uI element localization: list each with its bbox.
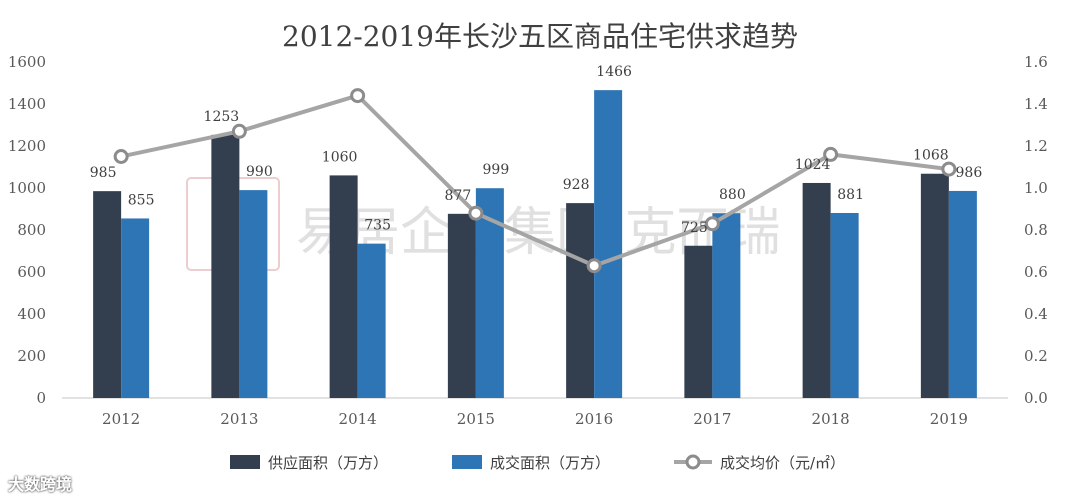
supply-bar: [684, 245, 713, 398]
legend-label-deal: 成交面积（万方）: [490, 454, 610, 472]
supply-bar: [802, 182, 831, 398]
y-left-tick-label: 200: [17, 347, 46, 365]
y-right-tick-label: 0.2: [1024, 347, 1048, 365]
y-right-tick-label: 1.6: [1024, 53, 1048, 71]
data-labels: 985 855 1253 990 1060 735 877 999 928 1466 725 880 1…: [90, 64, 983, 236]
y-right-tick-label: 1.4: [1024, 95, 1048, 113]
deal-bar: [239, 190, 268, 398]
supply-bar: [447, 213, 476, 398]
deal-data-label: 990: [246, 164, 273, 180]
supply-bar: [920, 173, 949, 398]
deal-bar: [712, 213, 741, 398]
chart-title: 2012-2019年长沙五区商品住宅供求趋势: [282, 20, 798, 53]
x-tick-label: 2013: [220, 410, 258, 428]
price-point: [468, 205, 484, 221]
supply-bar: [211, 134, 240, 398]
price-point: [113, 149, 129, 164]
x-tick-label: 2014: [339, 410, 377, 428]
deal-bar: [830, 212, 859, 398]
supply-bar: [93, 191, 122, 398]
supply-data-label: 928: [563, 177, 590, 193]
legend-label-supply: 供应面积（万方）: [268, 454, 388, 472]
price-point: [231, 123, 247, 139]
deal-data-label: 986: [956, 165, 983, 181]
x-tick-label: 2015: [457, 410, 495, 428]
y-left-tick-label: 1200: [8, 137, 46, 155]
supply-data-label: 1068: [913, 148, 949, 164]
legend-label-price: 成交均价（元/㎡）: [720, 454, 845, 472]
x-tick-label: 2019: [930, 410, 968, 428]
corner-logo: 大数跨境: [8, 475, 73, 494]
supply-data-label: 985: [90, 165, 117, 181]
x-tick-label: 2017: [693, 410, 731, 428]
deal-data-label: 735: [364, 218, 391, 234]
price-point: [350, 88, 366, 104]
legend-swatch-deal: [452, 455, 482, 469]
deal-bar: [357, 243, 386, 398]
x-tick-label: 2012: [102, 410, 140, 428]
price-point: [941, 161, 957, 177]
deal-data-label: 880: [719, 187, 746, 203]
price-point: [823, 146, 839, 162]
y-left-tick-label: 0: [36, 389, 46, 407]
deal-bar: [948, 190, 977, 398]
x-tick-label: 2016: [575, 410, 613, 428]
y-left-tick-label: 1000: [8, 179, 46, 197]
deal-data-label: 1466: [596, 64, 632, 80]
deal-bar: [594, 90, 623, 398]
deal-data-label: 855: [128, 192, 155, 208]
deal-data-label: 881: [837, 187, 864, 203]
price-series-line: [120, 93, 950, 268]
supply-data-label: 1060: [322, 149, 358, 165]
y-right-tick-label: 0.8: [1024, 221, 1048, 239]
y-left-tick-label: 400: [17, 305, 46, 323]
y-right-tick-label: 1.2: [1024, 137, 1048, 155]
x-tick-label: 2018: [812, 410, 850, 428]
supply-bar: [566, 203, 595, 398]
y-right-tick-label: 0.6: [1024, 263, 1048, 281]
y-left-tick-label: 1600: [8, 53, 46, 71]
y-left-tick-label: 600: [17, 263, 46, 281]
y-right-tick-label: 1.0: [1024, 179, 1048, 197]
price-point: [586, 258, 602, 274]
y-left-tick-label: 1400: [8, 95, 46, 113]
y-right-tick-label: 0.0: [1024, 389, 1048, 407]
price-line: [113, 88, 957, 274]
y-left-tick-label: 800: [17, 221, 46, 239]
y-right-tick-label: 0.4: [1024, 305, 1048, 323]
legend: 供应面积（万方） 成交面积（万方） 成交均价（元/㎡）: [230, 454, 845, 472]
supply-data-label: 1253: [204, 109, 240, 125]
legend-swatch-supply: [230, 455, 260, 469]
supply-bar: [329, 175, 358, 398]
price-point: [704, 216, 720, 232]
deal-data-label: 999: [483, 162, 510, 178]
supply-data-label: 725: [681, 220, 708, 236]
bars: [93, 90, 977, 398]
supply-data-label: 877: [445, 188, 472, 204]
supply-data-label: 1024: [795, 157, 831, 173]
deal-bar: [121, 218, 150, 398]
legend-marker-price: [685, 454, 701, 470]
